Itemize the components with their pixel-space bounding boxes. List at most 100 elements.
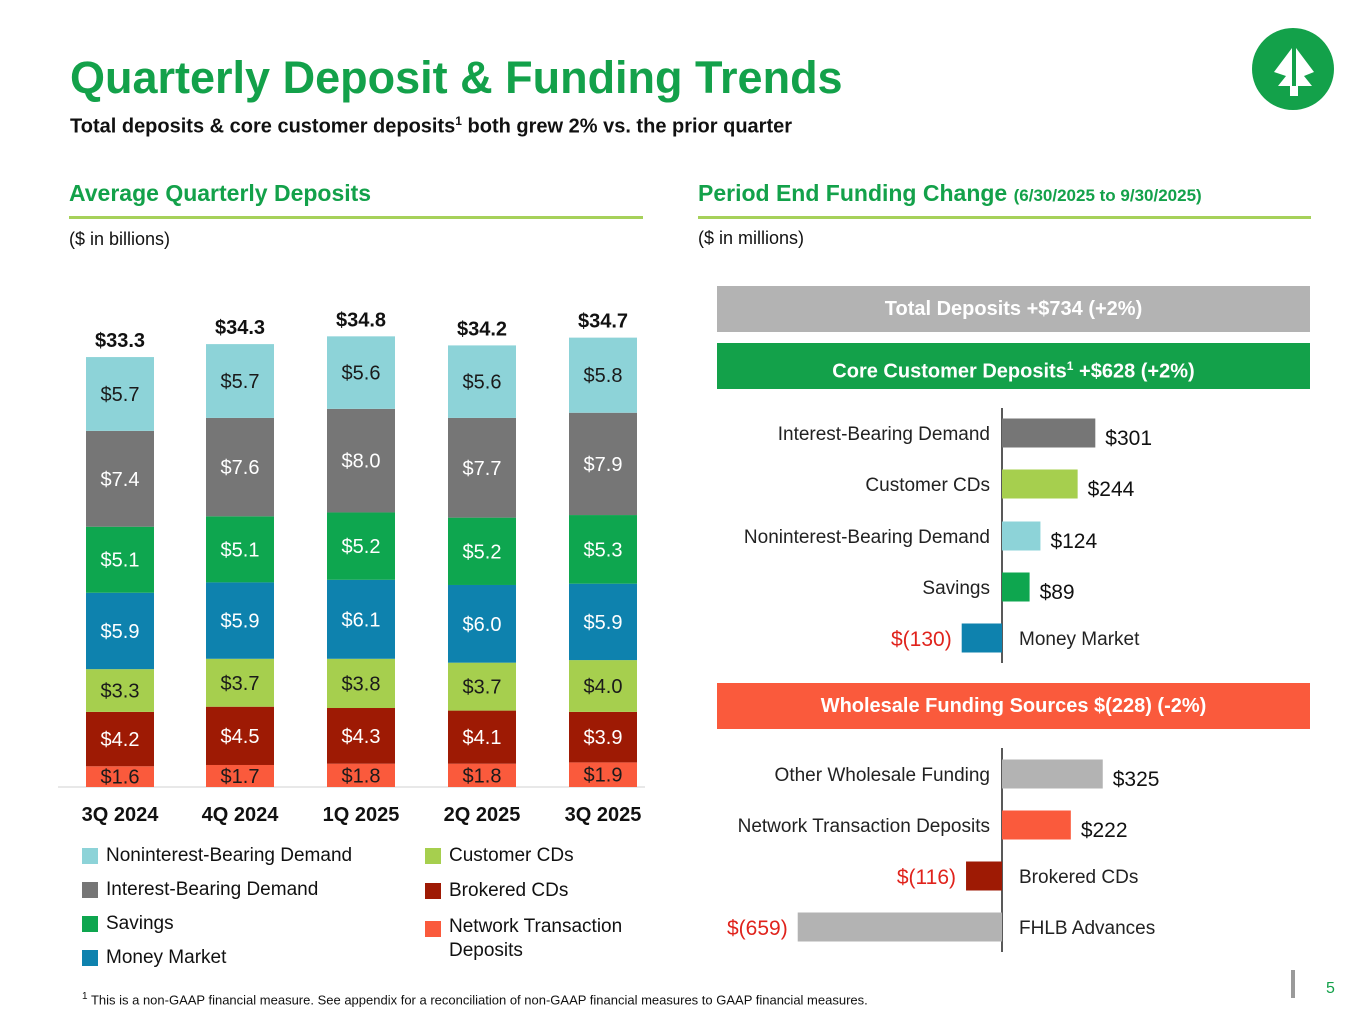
segment-value-label: $5.9 — [221, 611, 260, 633]
right-heading-text: Period End Funding Change — [698, 180, 1008, 206]
bar-segment — [448, 662, 516, 711]
segment-value-label: $3.3 — [101, 681, 140, 703]
subtitle-text-rest: both grew 2% vs. the prior quarter — [461, 115, 793, 138]
segment-value-label: $5.6 — [463, 372, 502, 394]
segment-value-label: $5.1 — [221, 539, 260, 561]
bar-total-label: $34.2 — [457, 318, 507, 340]
bar-segment — [86, 766, 154, 787]
bar-segment — [206, 764, 274, 787]
segment-value-label: $5.2 — [463, 541, 502, 563]
value-label: $222 — [1081, 819, 1128, 842]
segment-value-label: $1.7 — [221, 766, 260, 788]
subtitle-footnote-ref: 1 — [455, 114, 462, 128]
legend-item-noninterest-bearing: Noninterest-Bearing Demand — [82, 845, 352, 879]
bar-segment — [569, 762, 637, 787]
bank-logo — [1252, 28, 1334, 110]
core-banner-text-rest: +$628 (+2%) — [1073, 360, 1195, 383]
subtitle-text: Total deposits & core customer deposits — [70, 115, 456, 138]
segment-value-label: $1.6 — [101, 767, 140, 789]
value-label: $(116) — [897, 866, 956, 889]
segment-value-label: $5.8 — [584, 365, 623, 387]
category-label: Noninterest-Bearing Demand — [744, 527, 990, 548]
legend-left-column: Noninterest-Bearing Demand Interest-Bear… — [82, 845, 352, 981]
segment-value-label: $7.9 — [584, 454, 623, 476]
x-tick-label: 4Q 2024 — [202, 804, 280, 826]
x-tick-label: 1Q 2025 — [323, 804, 400, 826]
segment-value-label: $1.8 — [463, 765, 502, 787]
segment-value-label: $3.7 — [463, 677, 502, 699]
segment-value-label: $7.6 — [221, 457, 260, 479]
legend-swatch — [82, 916, 98, 932]
segment-value-label: $5.3 — [584, 539, 623, 561]
segment-value-label: $4.2 — [101, 729, 140, 751]
bar-segment — [86, 711, 154, 767]
bar-segment — [327, 658, 395, 709]
bar — [1002, 469, 1078, 499]
wholesale-funding-banner: Wholesale Funding Sources $(228) (-2%) — [717, 683, 1310, 729]
segment-value-label: $3.8 — [342, 673, 381, 695]
value-label: $(130) — [891, 628, 952, 651]
bar-segment — [327, 512, 395, 580]
bar-segment — [206, 658, 274, 707]
bar-segment — [327, 579, 395, 659]
legend-swatch — [425, 848, 441, 864]
segment-value-label: $4.3 — [342, 726, 381, 748]
bar — [797, 912, 1002, 942]
value-label: $(659) — [727, 917, 788, 940]
bar — [1002, 759, 1103, 789]
value-label: $244 — [1088, 478, 1135, 501]
bar-segment — [327, 708, 395, 764]
x-tick-label: 3Q 2025 — [565, 804, 642, 826]
segment-value-label: $7.7 — [463, 458, 502, 480]
legend-label: Noninterest-Bearing Demand — [106, 845, 353, 866]
segment-value-label: $8.0 — [342, 451, 381, 473]
segment-value-label: $5.7 — [221, 371, 260, 393]
bar-segment — [206, 344, 274, 418]
right-units-label: ($ in millions) — [698, 228, 805, 248]
legend-item-interest-bearing: Interest-Bearing Demand — [82, 879, 352, 913]
legend-item-savings: Savings — [82, 913, 352, 947]
footnote: 1 This is a non-GAAP financial measure. … — [82, 991, 868, 1007]
page-title: Quarterly Deposit & Funding Trends — [70, 52, 843, 103]
segment-value-label: $7.4 — [101, 469, 140, 491]
category-label: Money Market — [1019, 629, 1140, 650]
segment-value-label: $3.9 — [584, 727, 623, 749]
bar-segment — [448, 345, 516, 418]
segment-value-label: $6.1 — [342, 609, 381, 631]
segment-value-label: $1.9 — [584, 765, 623, 787]
category-label: Interest-Bearing Demand — [778, 424, 990, 445]
bar — [961, 623, 1002, 653]
legend-swatch — [82, 848, 98, 864]
category-label: Network Transaction Deposits — [738, 816, 990, 837]
bar-segment — [206, 582, 274, 659]
core-deposits-banner: Core Customer Deposits1 +$628 (+2%) — [717, 343, 1310, 389]
segment-value-label: $5.6 — [342, 363, 381, 385]
page-subtitle: Total deposits & core customer deposits1… — [70, 114, 792, 139]
bar-segment — [206, 706, 274, 765]
segment-value-label: $5.9 — [101, 621, 140, 643]
segment-value-label: $4.0 — [584, 676, 623, 698]
bar — [966, 861, 1002, 891]
bar-segment — [448, 417, 516, 518]
bar-segment — [86, 669, 154, 712]
segment-value-label: $5.2 — [342, 536, 381, 558]
bar-segment — [86, 526, 154, 593]
bar-segment — [448, 584, 516, 663]
right-section-heading: Period End Funding Change (6/30/2025 to … — [698, 180, 1202, 207]
bar-total-label: $34.3 — [215, 317, 265, 339]
legend-swatch — [82, 882, 98, 898]
bar-segment — [569, 412, 637, 516]
right-heading-date-range: (6/30/2025 to 9/30/2025) — [1013, 186, 1202, 205]
funding-change-chart: Interest-Bearing Demand $301 Customer CDs $… — [727, 408, 1159, 952]
average-quarterly-deposits-chart: $1.6 $4.2 $3.3 $5.9 $5.1 $7.4 $5.7 $33.3 3Q 2024… — [58, 309, 645, 826]
legend-item-customer-cds: Customer CDs — [425, 845, 622, 880]
segment-value-label: $4.1 — [463, 727, 502, 749]
legend-label: Money Market — [106, 947, 227, 968]
total-deposits-banner: Total Deposits +$734 (+2%) — [717, 286, 1310, 332]
bar-segment — [86, 430, 154, 527]
segment-value-label: $4.5 — [221, 726, 260, 748]
bar — [1002, 418, 1096, 448]
bar-segment — [448, 710, 516, 764]
legend-label: Network Transaction — [449, 916, 623, 937]
category-label: Savings — [922, 578, 990, 599]
